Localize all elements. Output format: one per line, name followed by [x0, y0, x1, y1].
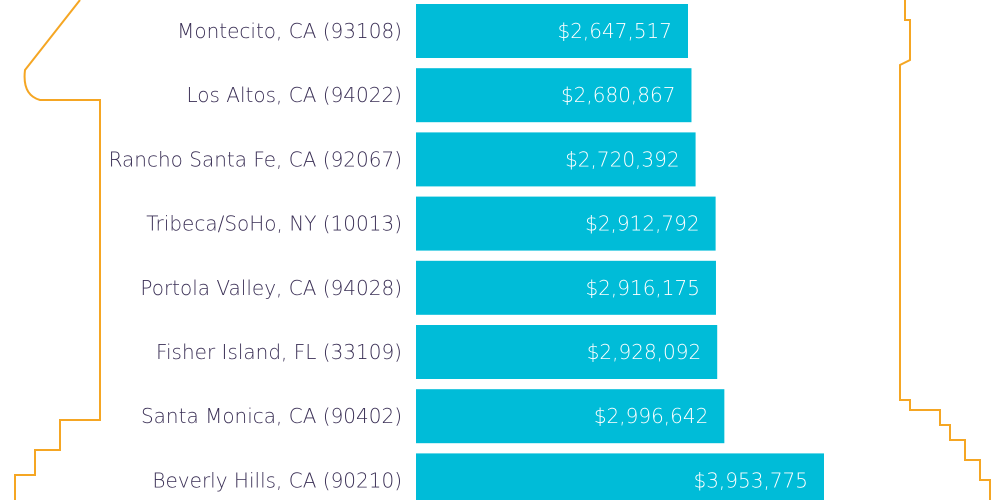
category-label: Tribeca/SoHo, NY (10013): [146, 212, 402, 236]
category-label: Santa Monica, CA (90402): [141, 404, 402, 428]
bar: [416, 132, 696, 187]
value-label: $2,996,642: [594, 404, 709, 428]
building-outline-right: [899, 0, 991, 500]
bar: [416, 389, 725, 444]
bar: [416, 4, 688, 58]
value-label: $2,680,867: [561, 83, 676, 107]
value-label: $2,916,175: [585, 276, 700, 300]
category-label: Fisher Island, FL (33109): [156, 340, 402, 364]
value-label: $2,928,092: [587, 340, 702, 364]
value-label: $3,953,775: [693, 468, 808, 492]
category-label: Rancho Santa Fe, CA (92067): [109, 147, 402, 171]
bar: [416, 196, 716, 251]
bar: [416, 453, 824, 500]
bar: [416, 260, 716, 315]
bar: [416, 325, 718, 379]
category-label: Beverly Hills, CA (90210): [152, 468, 402, 492]
bar: [416, 68, 692, 123]
category-label: Portola Valley, CA (94028): [140, 276, 402, 300]
building-outline-left: [14, 0, 101, 500]
value-label: $2,912,792: [585, 212, 700, 236]
bars-group: Montecito, CA (93108) $2,647,517 Los Altos…: [109, 4, 824, 500]
category-label: Los Altos, CA (94022): [187, 83, 403, 107]
category-label: Montecito, CA (93108): [177, 19, 402, 43]
value-label: $2,720,392: [565, 147, 680, 171]
value-label: $2,647,517: [557, 19, 672, 43]
